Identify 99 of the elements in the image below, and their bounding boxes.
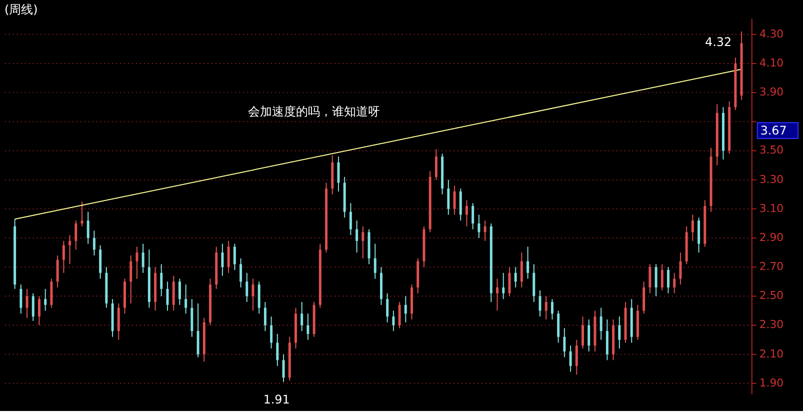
candlestick [472,202,474,230]
candlestick [478,214,480,238]
candlestick [362,226,364,259]
candlestick [544,296,548,320]
candlestick [514,266,517,288]
candlestick [520,252,523,288]
y-tick-label: 3.10 [759,202,784,215]
candlestick [92,230,96,256]
y-tick-label: 2.70 [759,260,784,274]
y-tick-label: 2.10 [759,347,784,360]
candlestick [575,339,578,376]
candlestick [233,243,236,270]
candlestick [74,220,78,250]
candlestick [447,179,450,216]
candlestick [496,278,498,312]
candlestick [698,217,700,254]
y-tick-label: 1.90 [759,376,784,390]
candlestick [184,284,188,314]
candlestick [532,264,536,302]
candlestick [374,243,376,280]
candlestick [44,288,47,312]
candlestick [80,201,84,227]
candlestick [270,316,273,350]
candlestick [526,246,530,280]
candlestick [38,296,40,326]
candlestick [667,266,670,294]
candlestick [50,278,53,308]
candlestick [502,272,505,300]
candlestick [117,302,120,340]
candlestick [246,272,248,302]
candlestick [679,252,682,286]
y-tick-label: 3.50 [759,144,784,157]
candlestick [465,200,468,227]
candlestick [196,302,200,358]
candlestick [349,202,352,236]
candlestick [398,301,401,329]
candlestick [588,318,590,352]
candlestick [642,281,646,314]
y-tick-label: 2.30 [759,318,784,332]
y-tick-label: 4.30 [759,27,784,40]
candlestick [404,296,407,323]
candlestick [62,240,65,274]
y-tick-label: 3.90 [759,86,784,99]
candlestick [130,254,132,304]
candlestick [673,272,676,294]
candlestick [660,264,664,291]
candlestick [190,298,194,338]
candlestick [606,318,608,361]
candlestick [300,301,304,332]
y-tick-label: 2.90 [759,230,784,244]
candlestick [160,264,163,297]
candlestick [166,281,169,312]
candlestick [434,148,438,180]
annotation: 1.91 [263,392,290,407]
candlestick [459,188,462,222]
candlestick [386,292,389,323]
candlestick [392,310,395,332]
candlestick [258,281,260,314]
candlestick [356,220,358,254]
candlestick [26,288,28,318]
candlestick [484,220,486,242]
candlestick [550,298,554,320]
candlestick [563,328,566,358]
candlestick [582,316,584,350]
candlestick [142,243,144,274]
candlestick [654,264,658,297]
candlestick [172,275,175,312]
candlestick [56,254,59,288]
candlestick [178,278,181,306]
text: 3.67 [760,124,787,138]
candlestick [648,264,652,294]
candlestick [136,246,138,280]
candlestick [240,258,242,288]
candlestick [557,310,560,344]
annotation: 会加速度的吗，谁知道呀 [248,104,380,119]
candlestick [569,345,572,372]
candlestick [32,292,34,322]
candlestick [86,211,90,244]
candlestick [252,278,254,312]
candlestick [691,214,694,242]
candlestick [337,156,340,192]
candlestick [20,284,22,314]
candlestick [618,316,621,350]
candlestick [221,243,224,276]
candlestick [264,301,266,332]
y-tick-label: 4.10 [759,56,784,70]
y-tick-label: 2.50 [759,289,784,302]
candlestick [306,313,310,340]
candlestick [453,185,456,216]
candlestick [99,244,102,280]
candlestick [68,234,72,265]
candlestick [508,266,511,297]
candlestick [227,240,230,274]
candlestick [282,354,285,382]
candlestick [276,333,279,366]
annotation: 4.32 [705,35,732,50]
y-tick-label: 3.30 [759,172,784,186]
chart-title: (周线) [4,2,38,16]
candlestick [600,307,602,340]
